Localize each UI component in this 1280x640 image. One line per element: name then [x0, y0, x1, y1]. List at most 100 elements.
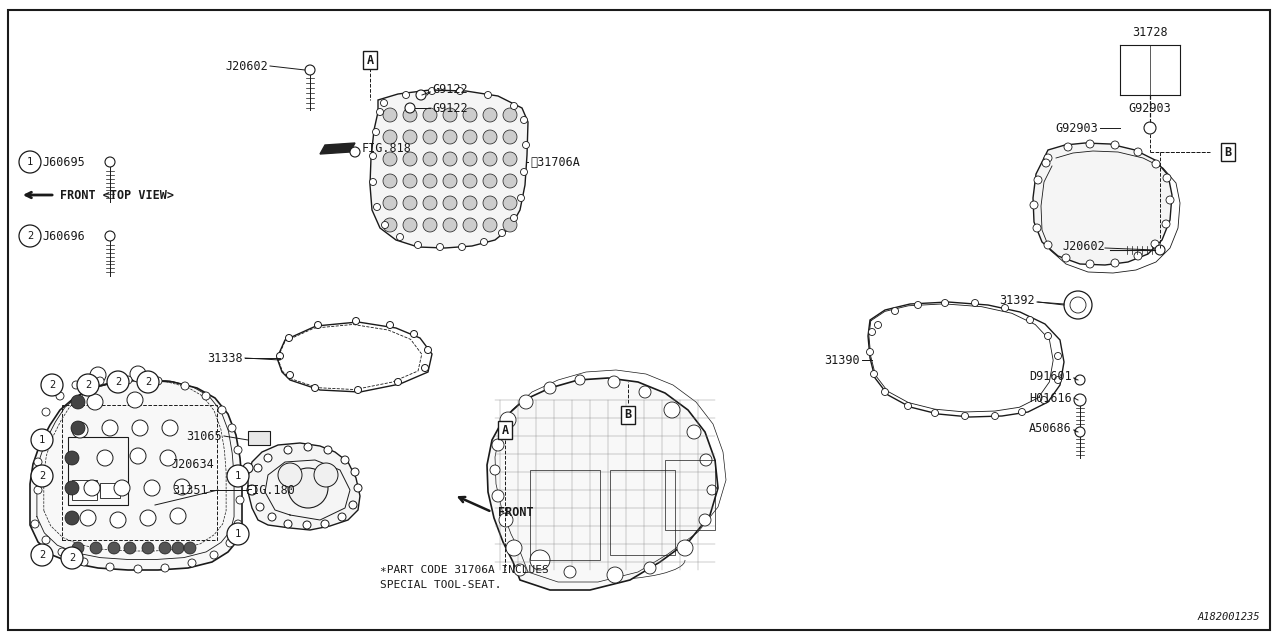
Circle shape: [882, 388, 888, 396]
Circle shape: [131, 366, 146, 382]
Text: FRONT <TOP VIEW>: FRONT <TOP VIEW>: [60, 189, 174, 202]
Circle shape: [443, 174, 457, 188]
Circle shape: [457, 88, 463, 95]
Text: G92903: G92903: [1129, 102, 1171, 115]
Bar: [666, 460, 716, 530]
Text: 31392: 31392: [1000, 294, 1036, 307]
Circle shape: [338, 513, 346, 521]
Circle shape: [170, 508, 186, 524]
Circle shape: [429, 88, 435, 95]
Circle shape: [102, 420, 118, 436]
Circle shape: [422, 196, 436, 210]
Circle shape: [234, 520, 242, 528]
Circle shape: [403, 152, 417, 166]
Circle shape: [383, 174, 397, 188]
Circle shape: [287, 371, 293, 378]
Bar: [611, 470, 675, 555]
Circle shape: [644, 562, 657, 574]
Text: G9122: G9122: [433, 102, 467, 115]
Circle shape: [184, 542, 196, 554]
Circle shape: [1152, 160, 1160, 168]
Circle shape: [394, 378, 402, 385]
Circle shape: [492, 439, 504, 451]
Circle shape: [70, 395, 84, 409]
Circle shape: [639, 386, 652, 398]
Circle shape: [137, 371, 159, 393]
Circle shape: [425, 346, 431, 353]
Text: 1: 1: [27, 157, 33, 167]
Circle shape: [96, 377, 104, 385]
Text: ℱ31706A: ℱ31706A: [530, 156, 580, 168]
Circle shape: [159, 542, 172, 554]
Circle shape: [503, 218, 517, 232]
Circle shape: [349, 147, 360, 157]
Circle shape: [81, 558, 88, 566]
Circle shape: [65, 451, 79, 465]
Circle shape: [114, 480, 131, 496]
Circle shape: [228, 424, 236, 432]
Circle shape: [463, 174, 477, 188]
Circle shape: [127, 392, 143, 408]
Circle shape: [1166, 196, 1174, 204]
Circle shape: [961, 413, 969, 419]
Circle shape: [383, 108, 397, 122]
Text: 2: 2: [84, 380, 91, 390]
Circle shape: [56, 392, 64, 400]
Circle shape: [397, 234, 403, 241]
Circle shape: [105, 157, 115, 167]
Circle shape: [707, 485, 717, 495]
Circle shape: [132, 420, 148, 436]
Text: 2: 2: [115, 377, 122, 387]
Polygon shape: [29, 380, 242, 570]
Circle shape: [31, 465, 52, 487]
Circle shape: [403, 196, 417, 210]
Text: 2: 2: [38, 471, 45, 481]
Circle shape: [383, 218, 397, 232]
Circle shape: [256, 503, 264, 511]
Circle shape: [521, 168, 527, 175]
Text: A: A: [366, 54, 374, 67]
Circle shape: [268, 513, 276, 521]
Circle shape: [870, 371, 878, 378]
Circle shape: [188, 559, 196, 567]
Circle shape: [110, 512, 125, 528]
Circle shape: [31, 544, 52, 566]
Circle shape: [172, 542, 184, 554]
Circle shape: [403, 218, 417, 232]
Circle shape: [142, 542, 154, 554]
Circle shape: [874, 321, 882, 328]
Circle shape: [503, 130, 517, 144]
Circle shape: [131, 448, 146, 464]
Circle shape: [1075, 427, 1085, 437]
Circle shape: [84, 480, 100, 496]
Circle shape: [443, 218, 457, 232]
Circle shape: [381, 221, 389, 228]
Circle shape: [483, 218, 497, 232]
Circle shape: [72, 542, 84, 554]
Circle shape: [288, 468, 328, 508]
Text: SPECIAL TOOL-SEAT.: SPECIAL TOOL-SEAT.: [380, 580, 502, 590]
Circle shape: [134, 565, 142, 573]
Text: J60695: J60695: [42, 156, 84, 168]
Circle shape: [463, 130, 477, 144]
Circle shape: [458, 243, 466, 250]
Text: FRONT: FRONT: [498, 506, 534, 518]
Bar: [530, 470, 600, 560]
Circle shape: [145, 480, 160, 496]
Circle shape: [544, 382, 556, 394]
Circle shape: [1144, 122, 1156, 134]
Circle shape: [483, 108, 497, 122]
Circle shape: [511, 214, 517, 221]
Circle shape: [463, 218, 477, 232]
Circle shape: [1085, 260, 1094, 268]
Circle shape: [404, 103, 415, 113]
Circle shape: [1162, 220, 1170, 228]
Circle shape: [443, 130, 457, 144]
Circle shape: [41, 374, 63, 396]
Circle shape: [349, 501, 357, 509]
Circle shape: [499, 513, 513, 527]
Circle shape: [1019, 408, 1025, 415]
Circle shape: [422, 108, 436, 122]
Circle shape: [905, 403, 911, 410]
Circle shape: [485, 92, 492, 99]
